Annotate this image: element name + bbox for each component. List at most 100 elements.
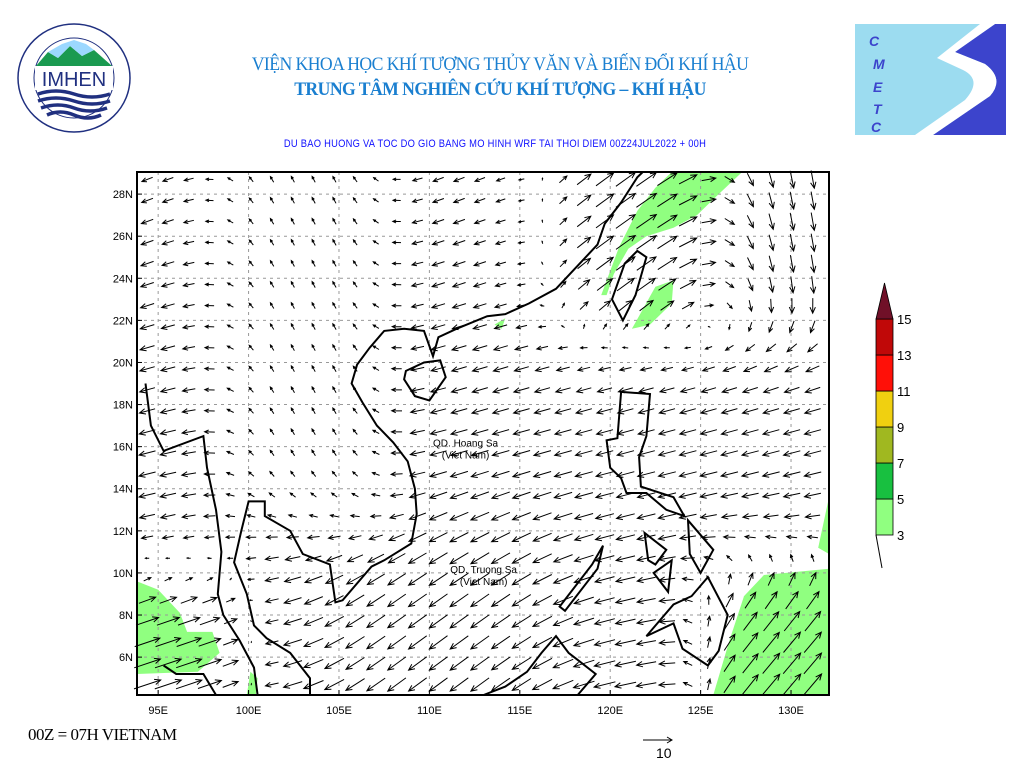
wind-vector xyxy=(572,659,595,668)
wind-vector xyxy=(725,281,735,289)
wind-vector xyxy=(532,491,552,500)
wind-vector xyxy=(352,259,358,267)
legend-swatch-max xyxy=(875,282,894,320)
wind-vector xyxy=(290,217,295,225)
lat-tick-label: 6N xyxy=(119,652,133,664)
wind-vector xyxy=(806,534,818,540)
wind-vector xyxy=(204,282,215,287)
wind-vector xyxy=(390,324,402,329)
wind-vector xyxy=(203,366,215,371)
wind-vector xyxy=(143,577,153,582)
wind-vector xyxy=(517,199,525,202)
wind-vector xyxy=(352,323,358,330)
wind-vector xyxy=(783,513,800,520)
wind-vector xyxy=(703,555,714,560)
wind-vector xyxy=(158,471,177,478)
wind-vector xyxy=(204,261,214,266)
wind-vector xyxy=(387,533,405,542)
island-label-country: (Viet Nam) xyxy=(460,577,508,588)
wind-vector xyxy=(678,534,696,541)
wind-vector xyxy=(138,366,155,373)
wind-vector xyxy=(428,614,448,629)
wind-vector xyxy=(410,303,424,309)
wind-vector xyxy=(290,470,296,477)
wind-vector xyxy=(635,682,657,689)
lat-tick-label: 24N xyxy=(113,273,133,285)
wind-vector xyxy=(290,301,295,309)
wind-vector xyxy=(682,682,693,687)
wind-vector xyxy=(469,593,490,608)
wind-vector xyxy=(511,678,532,692)
wind-vector xyxy=(785,534,798,540)
wind-vector xyxy=(810,170,817,190)
wind-vector xyxy=(158,492,177,499)
wind-vector xyxy=(614,597,636,605)
wind-vector xyxy=(332,238,337,246)
wind-vector xyxy=(741,387,758,394)
wind-vector xyxy=(311,385,316,394)
wind-vector xyxy=(391,303,402,308)
wind-vector xyxy=(725,592,734,608)
wind-vector xyxy=(615,234,637,250)
wind-vector xyxy=(449,491,469,500)
wind-vector xyxy=(352,238,358,246)
wind-vector xyxy=(371,429,380,435)
wind-vector xyxy=(452,218,466,225)
wind-vector xyxy=(452,240,466,246)
wind-vector xyxy=(635,639,656,647)
legend-tail xyxy=(875,534,883,569)
wind-vector xyxy=(160,345,176,352)
wind-vector xyxy=(469,614,490,629)
wind-vector xyxy=(203,387,215,393)
wind-vector xyxy=(573,596,594,605)
wind-vector xyxy=(386,656,407,671)
wind-vector xyxy=(449,429,468,436)
wind-vector xyxy=(248,218,254,225)
wind-vector xyxy=(560,325,565,329)
wind-vector xyxy=(389,492,404,498)
wind-vector xyxy=(386,593,407,608)
wind-vector xyxy=(269,238,275,246)
wind-vector xyxy=(595,235,615,250)
wind-vector xyxy=(160,303,175,309)
wind-vector xyxy=(657,256,678,271)
wind-vector xyxy=(269,364,275,372)
wind-vector xyxy=(594,555,615,563)
wind-vector xyxy=(678,408,696,415)
wind-vector xyxy=(622,322,629,330)
wind-vector xyxy=(264,576,279,583)
shaded-area xyxy=(137,581,220,674)
wind-vector xyxy=(372,261,379,266)
wind-vector xyxy=(269,322,275,330)
wind-vector xyxy=(469,552,490,565)
wind-vector xyxy=(576,194,592,207)
wind-vector xyxy=(490,491,510,500)
legend-swatch xyxy=(875,354,894,392)
wind-vector xyxy=(720,513,738,520)
wind-vector xyxy=(783,610,801,632)
wind-vector xyxy=(247,492,255,498)
wind-vector xyxy=(561,302,565,309)
wind-vector xyxy=(786,343,798,353)
wind-vector xyxy=(391,282,402,287)
wind-vector xyxy=(290,259,295,267)
wind-vector xyxy=(704,303,715,308)
wind-vector xyxy=(494,219,506,224)
wind-vector xyxy=(493,303,507,309)
wind-vector xyxy=(180,471,197,478)
wind-vector xyxy=(490,511,511,521)
wind-vector xyxy=(573,513,594,521)
wind-vector xyxy=(133,678,162,690)
wind-vector xyxy=(742,365,757,373)
wind-vector xyxy=(407,677,427,692)
wind-vector xyxy=(511,657,532,670)
island-label: QD. Hoang Sa xyxy=(433,439,498,450)
wind-vector xyxy=(699,450,718,457)
wind-vector xyxy=(248,365,254,372)
wind-vector xyxy=(332,385,337,393)
legend-level: 13 xyxy=(897,348,911,363)
wind-vector xyxy=(449,656,469,671)
wind-vector xyxy=(724,344,734,351)
wind-vector xyxy=(365,635,386,650)
